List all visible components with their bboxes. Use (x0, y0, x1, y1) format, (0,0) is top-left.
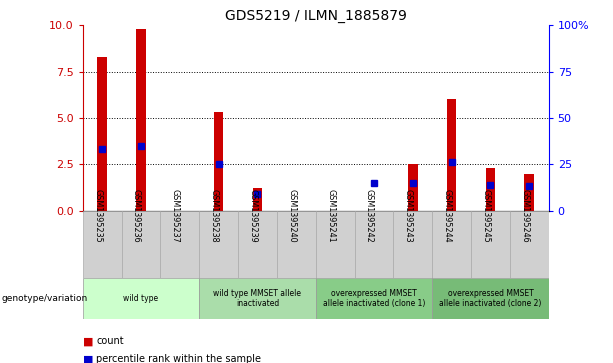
Bar (447, 99, 457, 211)
Bar (199, 278, 316, 319)
Bar (510, 211, 549, 278)
Bar (316, 278, 432, 319)
Bar (354, 211, 394, 278)
Text: genotype/variation: genotype/variation (1, 294, 88, 303)
Bar (161, 211, 199, 278)
Text: GSM1395235: GSM1395235 (93, 189, 102, 243)
Text: count: count (96, 336, 124, 346)
Text: GSM1395238: GSM1395238 (210, 189, 219, 243)
Title: GDS5219 / ILMN_1885879: GDS5219 / ILMN_1885879 (225, 9, 406, 23)
Text: wild type MMSET allele
inactivated: wild type MMSET allele inactivated (213, 289, 302, 308)
Bar (97, 57, 107, 211)
Text: percentile rank within the sample: percentile rank within the sample (96, 354, 261, 363)
Text: wild type: wild type (123, 294, 159, 303)
Bar (394, 211, 432, 278)
Bar (199, 211, 238, 278)
Text: GSM1395241: GSM1395241 (326, 189, 335, 243)
Text: GSM1395237: GSM1395237 (171, 189, 180, 243)
Bar (121, 211, 161, 278)
Text: GSM1395244: GSM1395244 (443, 189, 452, 243)
Bar (432, 278, 549, 319)
Bar (485, 168, 495, 211)
Text: GSM1395239: GSM1395239 (248, 189, 257, 243)
Text: GSM1395240: GSM1395240 (287, 189, 296, 243)
Bar (277, 211, 316, 278)
Bar (408, 164, 417, 211)
Text: overexpressed MMSET
allele inactivated (clone 2): overexpressed MMSET allele inactivated (… (439, 289, 542, 308)
Bar (83, 278, 199, 319)
Bar (316, 211, 354, 278)
Bar (524, 174, 534, 211)
Bar (432, 211, 471, 278)
Text: GSM1395246: GSM1395246 (520, 189, 529, 243)
Bar (136, 29, 146, 211)
Bar (253, 188, 262, 211)
Text: ■: ■ (83, 336, 93, 346)
Bar (471, 211, 510, 278)
Text: GSM1395243: GSM1395243 (404, 189, 413, 243)
Text: GSM1395245: GSM1395245 (481, 189, 490, 243)
Bar (83, 211, 121, 278)
Text: ■: ■ (83, 354, 93, 363)
Text: GSM1395242: GSM1395242 (365, 189, 374, 243)
Text: GSM1395236: GSM1395236 (132, 189, 141, 243)
Bar (238, 211, 277, 278)
Bar (214, 113, 224, 211)
Text: overexpressed MMSET
allele inactivated (clone 1): overexpressed MMSET allele inactivated (… (322, 289, 425, 308)
